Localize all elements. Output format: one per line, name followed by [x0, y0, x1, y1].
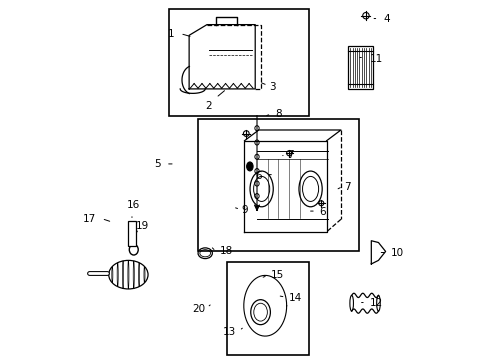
Text: 13: 13 [222, 327, 235, 337]
Text: 7: 7 [344, 182, 350, 192]
Text: 20: 20 [192, 303, 205, 314]
Text: 15: 15 [271, 270, 284, 280]
Ellipse shape [246, 162, 253, 171]
FancyBboxPatch shape [128, 221, 136, 246]
Text: 11: 11 [369, 54, 382, 64]
Text: 19: 19 [135, 221, 148, 231]
Text: 16: 16 [127, 201, 140, 210]
Text: 12: 12 [369, 298, 382, 308]
Text: 18: 18 [219, 247, 232, 256]
Text: 2: 2 [205, 102, 212, 111]
Text: 10: 10 [390, 248, 403, 258]
Text: 9: 9 [241, 205, 247, 215]
Text: 3: 3 [269, 82, 276, 92]
Text: 17: 17 [83, 214, 96, 224]
Text: 6: 6 [255, 171, 262, 181]
Text: 1: 1 [168, 28, 175, 39]
Text: 6: 6 [319, 207, 325, 217]
Text: 5: 5 [154, 159, 160, 169]
Polygon shape [370, 241, 385, 264]
Text: 4: 4 [383, 14, 389, 24]
Text: 14: 14 [288, 293, 302, 303]
Text: 8: 8 [274, 109, 281, 119]
Text: 7: 7 [287, 150, 293, 160]
